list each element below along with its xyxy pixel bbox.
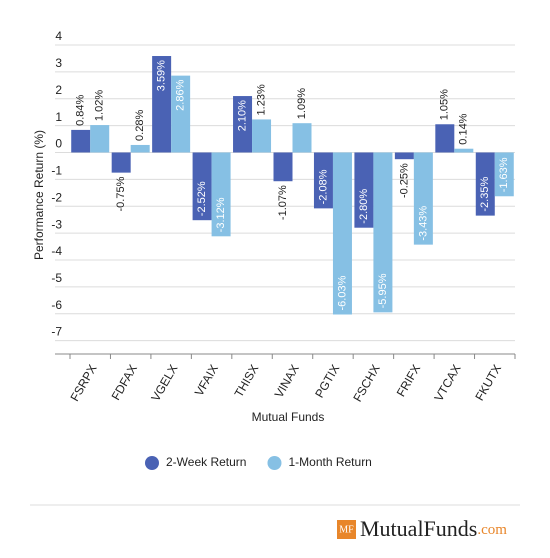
value-label: -1.63% <box>498 157 510 192</box>
x-tick-label: VFAIX <box>192 362 221 398</box>
bar <box>130 144 150 153</box>
value-label: -2.52% <box>196 181 208 216</box>
bar <box>394 152 414 160</box>
value-label: -3.43% <box>417 206 429 241</box>
value-label: -2.80% <box>358 189 370 224</box>
value-label: 0.14% <box>458 113 470 144</box>
y-tick-label: -5 <box>51 271 62 285</box>
logo-suffix: .com <box>477 522 507 538</box>
x-tick-label: PGTIX <box>312 362 342 400</box>
y-tick-label: 3 <box>55 56 62 70</box>
value-label: 1.23% <box>255 84 267 115</box>
legend-marker <box>145 456 159 470</box>
logo-name: MutualFunds <box>360 516 477 541</box>
value-label: -6.03% <box>336 275 348 310</box>
value-label: -3.12% <box>215 197 227 232</box>
bar <box>211 152 231 237</box>
y-tick-label: 0 <box>55 137 62 151</box>
bar <box>111 152 131 173</box>
bar <box>192 152 212 221</box>
y-tick-label: -1 <box>51 164 62 178</box>
x-tick-label: FSCHX <box>350 362 382 404</box>
bar <box>354 152 374 228</box>
value-label: 2.86% <box>175 79 187 110</box>
logo-badge: MF <box>339 524 354 535</box>
value-label: -2.35% <box>479 177 491 212</box>
x-tick-label: VINAX <box>272 362 302 400</box>
y-tick-label: -7 <box>51 325 62 339</box>
x-tick-label: VGELX <box>148 362 180 404</box>
value-label: -0.25% <box>398 163 410 198</box>
y-tick-label: 2 <box>55 83 62 97</box>
bar <box>454 148 474 153</box>
y-tick-label: -4 <box>51 244 62 258</box>
y-tick-label: 4 <box>55 29 62 43</box>
x-tick-label: FRIFX <box>394 362 423 399</box>
x-tick-label: FKUTX <box>472 362 504 403</box>
value-label: 1.02% <box>94 90 106 121</box>
value-label: -0.75% <box>115 176 127 211</box>
bar <box>71 129 91 153</box>
bar <box>494 152 514 197</box>
x-tick-label: VTCAX <box>432 362 464 404</box>
bar <box>273 152 293 182</box>
bar <box>373 152 393 313</box>
x-axis-label: Mutual Funds <box>252 410 325 424</box>
logo-text: MutualFunds.com <box>360 516 507 541</box>
y-tick-label: -6 <box>51 298 62 312</box>
legend-label: 1-Month Return <box>288 455 371 469</box>
x-tick-label: FSRPX <box>67 362 99 404</box>
logo-badge-bg <box>337 520 356 539</box>
value-label: -2.08% <box>317 169 329 204</box>
bar <box>292 123 312 153</box>
value-label: 0.84% <box>75 94 87 125</box>
bar <box>171 75 191 153</box>
y-tick-label: -3 <box>51 217 62 231</box>
bar <box>332 152 352 315</box>
value-label: -1.07% <box>277 185 289 220</box>
bar <box>252 119 272 153</box>
bar <box>435 124 455 153</box>
legend-marker <box>267 456 282 470</box>
bar <box>413 152 433 245</box>
y-tick-label: -2 <box>51 190 62 204</box>
bar <box>313 152 333 209</box>
value-label: 1.05% <box>439 89 451 120</box>
value-label: 2.10% <box>236 100 248 131</box>
bar <box>152 56 172 153</box>
bar <box>233 96 253 153</box>
legend-label: 2-Week Return <box>166 455 246 469</box>
value-label: -5.95% <box>377 273 389 308</box>
value-label: 3.59% <box>156 60 168 91</box>
y-tick-label: 1 <box>55 110 62 124</box>
bar <box>475 152 495 216</box>
value-label: 1.09% <box>296 88 308 119</box>
x-tick-label: FDFAX <box>109 362 140 402</box>
value-label: 0.28% <box>134 110 146 141</box>
y-axis-label: Performance Return (%) <box>32 130 46 260</box>
bar <box>90 125 110 153</box>
x-tick-label: THISX <box>232 362 262 400</box>
